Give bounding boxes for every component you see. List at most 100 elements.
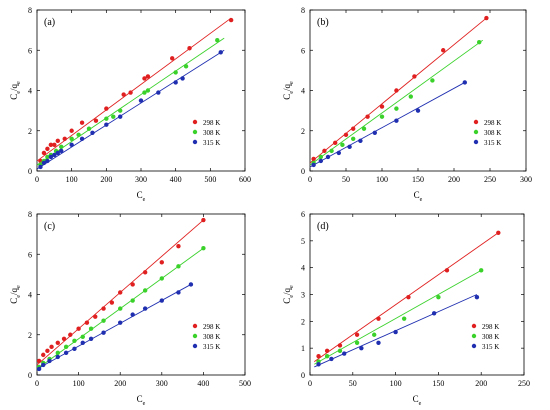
data-point xyxy=(173,80,178,85)
data-point xyxy=(130,282,135,287)
data-point xyxy=(218,50,223,55)
legend: 298 K 308 K 315 K xyxy=(471,323,499,351)
y-axis-label-sub: e xyxy=(289,91,295,94)
y-axis-label-sub2: e xyxy=(16,81,22,84)
data-point xyxy=(311,156,316,162)
data-point xyxy=(474,294,480,300)
x-tick-label: 0 xyxy=(35,379,39,388)
data-point xyxy=(76,326,81,331)
data-point xyxy=(61,336,67,341)
data-point xyxy=(109,300,115,305)
data-point xyxy=(201,246,206,251)
data-point xyxy=(337,343,343,348)
x-axis-label: Ce xyxy=(414,190,423,203)
data-point xyxy=(55,138,60,144)
series-308k xyxy=(36,37,225,168)
data-point xyxy=(324,348,330,354)
x-tick-label: 600 xyxy=(239,175,251,184)
data-point xyxy=(477,40,482,45)
y-tick-label: 4 xyxy=(28,291,32,300)
y-tick-label: 2 xyxy=(301,127,305,136)
y-tick-label: 5 xyxy=(301,237,305,246)
legend-label: 308 K xyxy=(203,129,220,137)
legend-label: 308 K xyxy=(482,333,499,341)
data-point xyxy=(86,126,92,131)
data-point xyxy=(79,136,85,141)
legend-label: 298 K xyxy=(484,119,501,127)
data-point xyxy=(45,348,50,354)
x-tick-label: 500 xyxy=(204,175,216,184)
data-point xyxy=(59,144,64,150)
legend-label: 298 K xyxy=(482,323,499,331)
data-point xyxy=(187,46,192,51)
y-tick-label: 0 xyxy=(28,371,32,380)
x-tick-label: 100 xyxy=(376,175,388,184)
data-point xyxy=(142,288,148,293)
y-axis-label-sub2: e xyxy=(289,285,295,288)
data-point xyxy=(412,74,417,79)
legend-marker xyxy=(192,129,198,135)
data-point xyxy=(329,148,334,154)
data-point xyxy=(372,130,377,135)
data-point xyxy=(52,152,57,158)
y-tick-label: 2 xyxy=(28,127,32,136)
y-tick-label: 3 xyxy=(301,291,305,300)
data-point xyxy=(101,330,106,335)
x-tick-label: 150 xyxy=(412,175,424,184)
data-point xyxy=(130,298,135,303)
x-axis-label: Ce xyxy=(137,394,146,407)
data-point xyxy=(342,351,347,356)
data-point xyxy=(118,108,123,113)
data-point xyxy=(176,290,181,295)
data-point xyxy=(359,345,364,351)
data-point xyxy=(358,138,363,144)
data-point xyxy=(69,136,74,141)
legend-marker xyxy=(192,333,198,339)
y-tick-label: 4 xyxy=(301,264,305,273)
y-axis-label-sub: e xyxy=(16,91,22,94)
data-point xyxy=(93,314,98,319)
data-point xyxy=(130,312,135,317)
legend-marker xyxy=(473,129,479,135)
data-point xyxy=(431,311,437,316)
data-point xyxy=(372,332,377,337)
y-tick-label: 8 xyxy=(28,6,32,15)
legend-marker xyxy=(471,323,477,329)
data-point xyxy=(354,340,360,345)
data-point xyxy=(104,122,109,127)
data-point xyxy=(72,338,77,343)
y-tick-label: 2 xyxy=(28,331,32,340)
data-point xyxy=(484,15,489,21)
data-point xyxy=(142,306,148,311)
x-tick-label: 100 xyxy=(66,175,78,184)
data-point xyxy=(228,17,234,23)
data-point xyxy=(48,154,54,160)
x-tick-label: 300 xyxy=(520,175,532,184)
data-point xyxy=(436,294,441,300)
data-point xyxy=(121,92,126,97)
data-point xyxy=(45,158,50,164)
data-point xyxy=(55,150,60,156)
data-point xyxy=(394,106,399,111)
data-point xyxy=(76,132,81,137)
panel-label: (a) xyxy=(44,17,55,28)
series-298k xyxy=(36,17,234,164)
y-axis-label: Ce/qe xyxy=(9,81,22,100)
series-298k xyxy=(36,217,206,366)
x-tick-label: 300 xyxy=(135,175,147,184)
data-point xyxy=(118,306,123,311)
legend-marker xyxy=(471,343,477,349)
data-point xyxy=(55,350,60,356)
legend-marker xyxy=(192,343,198,349)
data-point xyxy=(183,64,189,69)
data-point xyxy=(68,332,73,337)
data-point xyxy=(49,344,54,350)
panel-label: (c) xyxy=(44,221,55,232)
data-point xyxy=(347,144,352,150)
data-point xyxy=(93,118,99,123)
data-point xyxy=(36,366,42,372)
fit-line xyxy=(36,284,192,370)
data-point xyxy=(145,74,151,79)
data-point xyxy=(72,346,77,352)
data-point xyxy=(325,154,331,160)
